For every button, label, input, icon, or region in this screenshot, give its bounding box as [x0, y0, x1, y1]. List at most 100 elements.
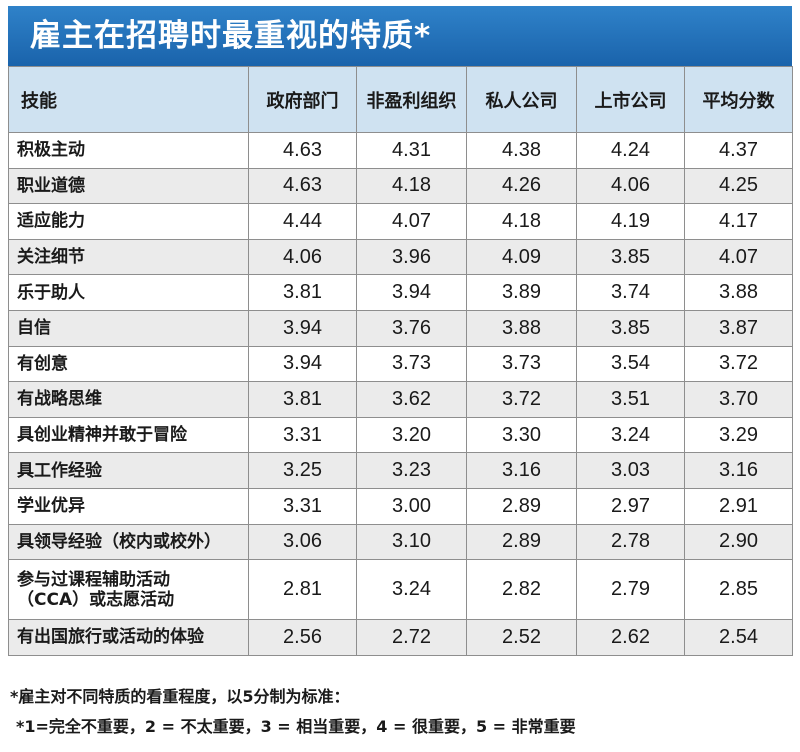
skill-cell: 积极主动 — [8, 132, 249, 169]
score-cell-nonprofit: 4.31 — [356, 132, 467, 169]
score-cell-government: 2.56 — [248, 619, 357, 656]
score-cell-nonprofit: 3.62 — [356, 381, 467, 418]
score-cell-listed: 2.97 — [576, 487, 685, 525]
score-cell-listed: 3.85 — [576, 309, 685, 347]
score-cell-listed: 4.19 — [576, 203, 685, 240]
header-row: 技能 政府部门 非盈利组织 私人公司 上市公司 平均分数 — [8, 66, 793, 133]
score-cell-government: 3.81 — [248, 274, 357, 311]
score-cell-listed: 4.06 — [576, 167, 685, 205]
score-cell-private: 2.52 — [466, 619, 577, 656]
score-cell-government: 3.31 — [248, 416, 357, 454]
score-cell-nonprofit: 3.20 — [356, 416, 467, 454]
score-cell-average: 2.90 — [684, 523, 793, 561]
score-cell-average: 2.85 — [684, 559, 793, 621]
table-row: 具领导经验（校内或校外） 3.06 3.10 2.89 2.78 2.90 — [8, 523, 793, 561]
score-cell-private: 3.16 — [466, 452, 577, 489]
table-row: 适应能力 4.44 4.07 4.18 4.19 4.17 — [8, 203, 793, 240]
score-cell-listed: 4.24 — [576, 132, 685, 169]
score-cell-private: 2.89 — [466, 487, 577, 525]
table-row: 关注细节 4.06 3.96 4.09 3.85 4.07 — [8, 238, 793, 276]
header-nonprofit: 非盈利组织 — [356, 66, 467, 133]
score-cell-nonprofit: 3.24 — [356, 559, 467, 621]
score-cell-nonprofit: 4.18 — [356, 167, 467, 205]
score-cell-listed: 3.74 — [576, 274, 685, 311]
table-row: 有战略思维 3.81 3.62 3.72 3.51 3.70 — [8, 381, 793, 418]
skill-cell: 具创业精神并敢于冒险 — [8, 416, 249, 454]
footnotes: *雇主对不同特质的看重程度，以5分制为标准： *1=完全不重要，2 = 不太重要… — [10, 682, 790, 742]
score-cell-nonprofit: 3.00 — [356, 487, 467, 525]
skill-cell: 关注细节 — [8, 238, 249, 276]
score-cell-average: 3.88 — [684, 274, 793, 311]
header-listed: 上市公司 — [576, 66, 685, 133]
skill-cell: 有战略思维 — [8, 381, 249, 418]
score-cell-nonprofit: 3.96 — [356, 238, 467, 276]
skill-cell: 适应能力 — [8, 203, 249, 240]
score-cell-government: 2.81 — [248, 559, 357, 621]
score-cell-listed: 3.51 — [576, 381, 685, 418]
score-cell-private: 2.82 — [466, 559, 577, 621]
header-average: 平均分数 — [684, 66, 793, 133]
score-cell-government: 3.94 — [248, 345, 357, 383]
score-cell-private: 4.18 — [466, 203, 577, 240]
score-cell-average: 3.29 — [684, 416, 793, 454]
table-row: 职业道德 4.63 4.18 4.26 4.06 4.25 — [8, 167, 793, 205]
skill-cell-line: （CCA）或志愿活动 — [17, 589, 175, 610]
score-cell-government: 3.94 — [248, 309, 357, 347]
ratings-table: 技能 政府部门 非盈利组织 私人公司 上市公司 平均分数 积极主动 4.63 4.3… — [8, 66, 793, 656]
score-cell-average: 4.07 — [684, 238, 793, 276]
score-cell-government: 4.63 — [248, 132, 357, 169]
table-row: 有创意 3.94 3.73 3.73 3.54 3.72 — [8, 345, 793, 383]
table-row: 参与过课程辅助活动 （CCA）或志愿活动 2.81 3.24 2.82 2.79 2.85 — [8, 559, 793, 621]
table-row: 具创业精神并敢于冒险 3.31 3.20 3.30 3.24 3.29 — [8, 416, 793, 454]
score-cell-government: 4.06 — [248, 238, 357, 276]
score-cell-average: 4.17 — [684, 203, 793, 240]
score-cell-listed: 3.03 — [576, 452, 685, 489]
score-cell-government: 3.25 — [248, 452, 357, 489]
score-cell-private: 4.09 — [466, 238, 577, 276]
score-cell-nonprofit: 3.76 — [356, 309, 467, 347]
table-row: 乐于助人 3.81 3.94 3.89 3.74 3.88 — [8, 274, 793, 311]
score-cell-listed: 2.62 — [576, 619, 685, 656]
skill-cell: 职业道德 — [8, 167, 249, 205]
score-cell-private: 3.88 — [466, 309, 577, 347]
skill-cell: 自信 — [8, 309, 249, 347]
score-cell-nonprofit: 3.73 — [356, 345, 467, 383]
score-cell-average: 4.37 — [684, 132, 793, 169]
score-cell-government: 3.81 — [248, 381, 357, 418]
score-cell-average: 2.54 — [684, 619, 793, 656]
header-government: 政府部门 — [248, 66, 357, 133]
score-cell-private: 2.89 — [466, 523, 577, 561]
score-cell-average: 2.91 — [684, 487, 793, 525]
score-cell-private: 4.26 — [466, 167, 577, 205]
score-cell-nonprofit: 2.72 — [356, 619, 467, 656]
table-row: 具工作经验 3.25 3.23 3.16 3.03 3.16 — [8, 452, 793, 489]
table-row: 自信 3.94 3.76 3.88 3.85 3.87 — [8, 309, 793, 347]
table-row: 有出国旅行或活动的体验 2.56 2.72 2.52 2.62 2.54 — [8, 619, 793, 656]
score-cell-nonprofit: 3.94 — [356, 274, 467, 311]
score-cell-nonprofit: 3.23 — [356, 452, 467, 489]
table-row: 学业优异 3.31 3.00 2.89 2.97 2.91 — [8, 487, 793, 525]
score-cell-average: 4.25 — [684, 167, 793, 205]
skill-cell: 有创意 — [8, 345, 249, 383]
header-private: 私人公司 — [466, 66, 577, 133]
score-cell-listed: 3.24 — [576, 416, 685, 454]
score-cell-private: 3.73 — [466, 345, 577, 383]
skill-cell: 乐于助人 — [8, 274, 249, 311]
skill-cell: 有出国旅行或活动的体验 — [8, 619, 249, 656]
score-cell-private: 3.72 — [466, 381, 577, 418]
skill-cell-line: 参与过课程辅助活动 — [17, 569, 170, 590]
score-cell-government: 4.63 — [248, 167, 357, 205]
score-cell-private: 3.30 — [466, 416, 577, 454]
score-cell-listed: 2.79 — [576, 559, 685, 621]
score-cell-average: 3.70 — [684, 381, 793, 418]
score-cell-listed: 3.54 — [576, 345, 685, 383]
skill-cell: 学业优异 — [8, 487, 249, 525]
header-skill: 技能 — [8, 66, 249, 133]
score-cell-average: 3.87 — [684, 309, 793, 347]
score-cell-nonprofit: 4.07 — [356, 203, 467, 240]
score-cell-government: 3.31 — [248, 487, 357, 525]
score-cell-government: 4.44 — [248, 203, 357, 240]
score-cell-listed: 3.85 — [576, 238, 685, 276]
skill-cell: 具工作经验 — [8, 452, 249, 489]
footnote-scale: *雇主对不同特质的看重程度，以5分制为标准： — [10, 687, 350, 706]
